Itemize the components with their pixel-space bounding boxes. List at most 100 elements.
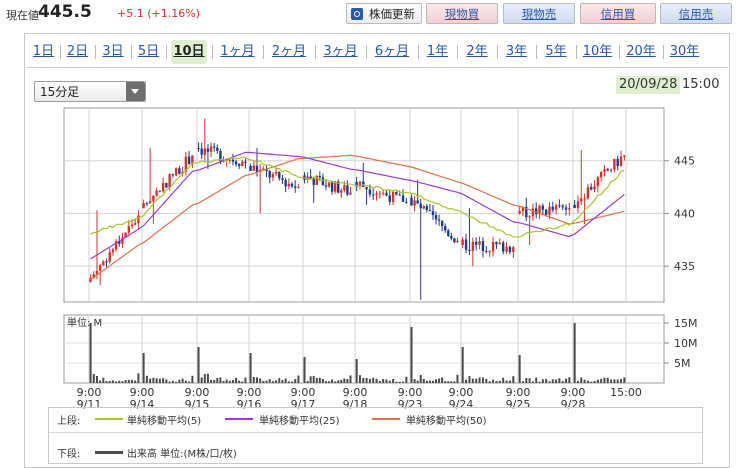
- range-tab-5[interactable]: 1ヶ月: [220, 44, 255, 59]
- range-tab-13[interactable]: 10年: [582, 44, 613, 59]
- candle-body: [340, 190, 343, 193]
- price-change: +5.1 (+1.16%): [117, 7, 200, 20]
- candle-body: [105, 261, 108, 263]
- candle-body: [216, 147, 219, 151]
- candle-body: [168, 174, 171, 188]
- candle-body: [541, 205, 545, 210]
- candle-body: [580, 198, 583, 202]
- volume-bar: [548, 381, 551, 383]
- volume-bar: [447, 381, 450, 383]
- volume-bar: [372, 377, 375, 383]
- volume-bar: [162, 378, 165, 383]
- volume-bar: [568, 377, 571, 383]
- volume-bar: [324, 381, 327, 383]
- volume-bar: [95, 376, 98, 383]
- refresh-price-button[interactable]: 株価更新: [346, 3, 422, 24]
- candle-body: [165, 183, 168, 188]
- volume-bar: [294, 379, 297, 383]
- range-tab-9[interactable]: 1年: [426, 44, 449, 59]
- candle-body: [237, 164, 241, 166]
- candle-body: [531, 208, 535, 217]
- volume-bar: [108, 381, 111, 383]
- price-bar: 現在値 445.5 +5.1 (+1.16%): [0, 0, 741, 30]
- range-tab-2[interactable]: 3日: [102, 44, 124, 59]
- range-tab-1[interactable]: 2日: [66, 44, 89, 59]
- volume-bar: [278, 378, 281, 383]
- candle-body: [102, 261, 105, 266]
- volume-bar: [444, 381, 447, 383]
- candle-body: [187, 156, 191, 165]
- ma50-line: [90, 154, 625, 281]
- spot-sell-button[interactable]: 現物売: [503, 3, 575, 24]
- volume-bar: [249, 353, 252, 383]
- volume-bar: [259, 378, 262, 383]
- candle-body: [212, 146, 216, 148]
- candle-body: [395, 191, 398, 195]
- candle-body: [181, 171, 184, 174]
- candle-body: [551, 206, 554, 210]
- candle-body: [365, 187, 368, 190]
- range-tab-6[interactable]: 2ヶ月: [271, 44, 307, 59]
- candle-body: [219, 150, 222, 162]
- candle-body: [95, 270, 99, 275]
- candle-body: [375, 193, 378, 195]
- volume-bar: [134, 380, 137, 383]
- chevron-down-icon[interactable]: [126, 82, 145, 101]
- volume-bar: [171, 380, 174, 383]
- range-tab-7[interactable]: 3ヶ月: [323, 44, 358, 59]
- volume-bar: [576, 380, 579, 383]
- volume-bar: [405, 376, 408, 383]
- margin-buy-button[interactable]: 信用買: [580, 3, 656, 24]
- x-time-label: 9:00: [398, 386, 423, 399]
- candle-body: [558, 205, 561, 207]
- volume-bar: [165, 379, 168, 383]
- x-time-label: 9:00: [343, 386, 368, 399]
- range-tab-separator: [536, 45, 538, 59]
- range-tab-14[interactable]: 20年: [626, 44, 656, 59]
- range-tab-4[interactable]: 10日: [171, 40, 207, 64]
- candle-body: [197, 148, 200, 150]
- volume-bar: [102, 377, 105, 383]
- candle-body: [528, 216, 531, 218]
- price-value: 445.5: [38, 2, 92, 22]
- volume-bar: [580, 377, 583, 383]
- volume-bar: [362, 377, 365, 383]
- range-tab-11[interactable]: 3年: [505, 44, 528, 59]
- range-tab-0[interactable]: 1日: [32, 44, 55, 59]
- volume-bar: [216, 377, 219, 383]
- margin-sell-button[interactable]: 信用売: [660, 3, 732, 24]
- range-tab-15[interactable]: 30年: [669, 44, 700, 59]
- volume-bar: [191, 375, 194, 383]
- candle-body: [606, 169, 609, 171]
- candle-body: [271, 173, 275, 178]
- candle-body: [538, 205, 541, 215]
- candle-body: [576, 201, 580, 209]
- volume-bar: [392, 379, 395, 383]
- candle-body: [206, 148, 210, 152]
- candle-body: [378, 193, 382, 195]
- range-tab-8[interactable]: 6ヶ月: [374, 44, 410, 59]
- volume-bar: [521, 381, 524, 383]
- volume-tick-label: 15M: [674, 317, 698, 330]
- volume-bar: [213, 380, 216, 383]
- volume-bar: [606, 377, 609, 383]
- volume-bar: [184, 380, 187, 383]
- legend-volume-swatch: [95, 451, 123, 454]
- volume-bar: [309, 376, 312, 383]
- volume-bar: [346, 379, 349, 383]
- range-tab-3[interactable]: 5日: [137, 44, 160, 59]
- candle-body: [456, 240, 459, 243]
- volume-bar: [331, 379, 334, 383]
- candle-body: [241, 161, 244, 166]
- volume-bar: [121, 381, 124, 383]
- volume-bar: [596, 379, 599, 383]
- volume-bar: [565, 378, 568, 383]
- volume-bar: [334, 381, 337, 383]
- candle-body: [450, 235, 453, 239]
- interval-select[interactable]: [34, 81, 146, 102]
- spot-buy-button[interactable]: 現物買: [426, 3, 498, 24]
- range-tab-10[interactable]: 2年: [466, 44, 488, 59]
- volume-bar: [478, 377, 481, 383]
- legend-divider: [49, 432, 702, 433]
- range-tab-12[interactable]: 5年: [545, 44, 567, 59]
